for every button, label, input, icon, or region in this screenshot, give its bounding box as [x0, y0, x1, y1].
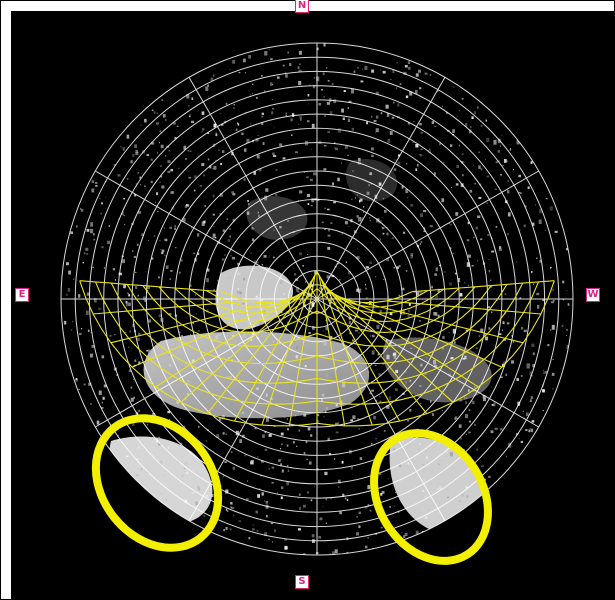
west-marker: W: [586, 288, 600, 302]
south-marker: S: [295, 575, 309, 589]
east-marker: E: [15, 288, 29, 302]
north-marker: N: [295, 0, 309, 13]
sky-photo-svg: [11, 11, 614, 599]
sun-path-grid: [80, 272, 555, 426]
fisheye-sky-photo: [11, 11, 614, 599]
